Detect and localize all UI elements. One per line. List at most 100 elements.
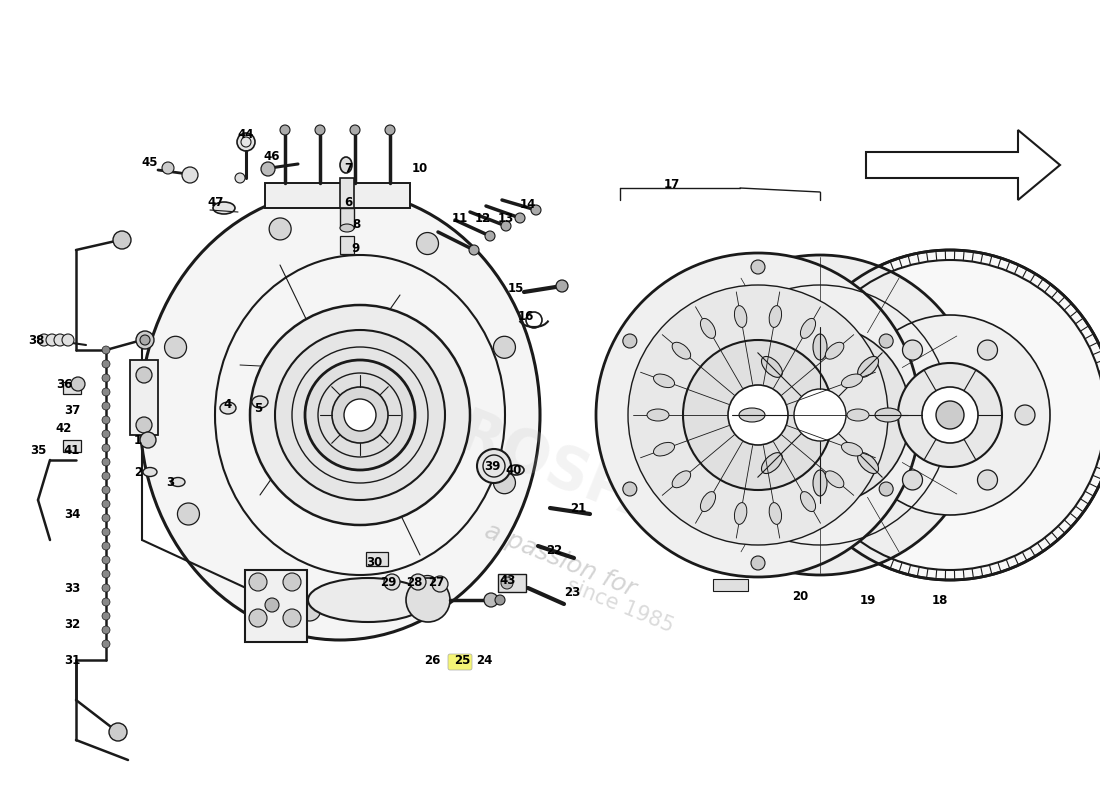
Circle shape [315,125,324,135]
Circle shape [102,360,110,368]
Circle shape [978,340,998,360]
Circle shape [494,336,516,358]
Circle shape [102,458,110,466]
Circle shape [102,374,110,382]
Circle shape [283,573,301,591]
Ellipse shape [340,224,354,232]
Circle shape [261,162,275,176]
Text: 47: 47 [208,195,224,209]
Circle shape [879,482,893,496]
Circle shape [265,598,279,612]
Text: 31: 31 [64,654,80,666]
Ellipse shape [653,442,674,456]
Circle shape [477,449,512,483]
Text: 5: 5 [254,402,262,414]
Ellipse shape [761,453,782,474]
Circle shape [250,305,470,525]
Text: 17: 17 [664,178,680,190]
Text: 25: 25 [454,654,470,666]
Ellipse shape [672,471,691,488]
Bar [63,382,81,394]
Bar [340,236,354,254]
Circle shape [113,231,131,249]
Circle shape [410,574,426,590]
Text: 29: 29 [379,575,396,589]
Bar [130,360,158,435]
Circle shape [683,340,833,490]
Ellipse shape [340,157,352,173]
Circle shape [136,331,154,349]
Bar [245,570,307,642]
Circle shape [495,595,505,605]
Circle shape [500,221,512,231]
Ellipse shape [858,453,879,474]
Circle shape [406,578,450,622]
Text: 46: 46 [264,150,280,162]
Circle shape [54,334,66,346]
Circle shape [432,576,448,592]
Circle shape [102,486,110,494]
Ellipse shape [213,202,235,214]
Circle shape [978,470,998,490]
Circle shape [102,556,110,564]
Ellipse shape [801,318,815,338]
Text: 43: 43 [499,574,516,586]
Text: 12: 12 [475,211,491,225]
Circle shape [72,377,85,391]
Text: 16: 16 [518,310,535,322]
Circle shape [102,640,110,648]
Circle shape [102,430,110,438]
Circle shape [102,570,110,578]
Ellipse shape [143,467,157,477]
Ellipse shape [735,306,747,327]
Circle shape [102,346,110,354]
Text: 11: 11 [452,211,469,225]
Ellipse shape [508,465,524,475]
Text: 36: 36 [56,378,73,390]
Text: 20: 20 [792,590,808,602]
Circle shape [417,575,439,598]
Circle shape [249,573,267,591]
Circle shape [305,360,415,470]
Ellipse shape [701,318,716,338]
Ellipse shape [801,492,815,511]
Circle shape [902,470,923,490]
Circle shape [162,162,174,174]
Circle shape [865,405,886,425]
Ellipse shape [761,357,782,378]
Circle shape [102,626,110,634]
Circle shape [794,389,846,441]
Circle shape [936,401,964,429]
Circle shape [417,233,439,254]
Circle shape [102,388,110,396]
Circle shape [236,133,255,151]
Text: 3: 3 [166,475,174,489]
Text: 27: 27 [428,575,444,589]
Text: 23: 23 [564,586,580,598]
Circle shape [485,231,495,241]
Circle shape [728,385,788,445]
Ellipse shape [653,374,674,387]
Circle shape [249,609,267,627]
Circle shape [469,245,478,255]
Circle shape [298,599,320,621]
Text: 19: 19 [860,594,877,606]
Text: 10: 10 [411,162,428,174]
Circle shape [384,574,400,590]
Circle shape [785,250,1100,580]
Ellipse shape [825,471,844,488]
Ellipse shape [170,478,185,486]
Text: 32: 32 [64,618,80,630]
Circle shape [623,482,637,496]
FancyBboxPatch shape [448,654,472,670]
Ellipse shape [647,409,669,421]
Circle shape [102,612,110,620]
Text: since 1985: since 1985 [563,575,676,637]
Circle shape [136,417,152,433]
Bar [63,440,81,452]
Circle shape [102,416,110,424]
Text: a passion for: a passion for [481,518,639,602]
Circle shape [102,542,110,550]
Text: 42: 42 [56,422,73,434]
Circle shape [62,334,74,346]
